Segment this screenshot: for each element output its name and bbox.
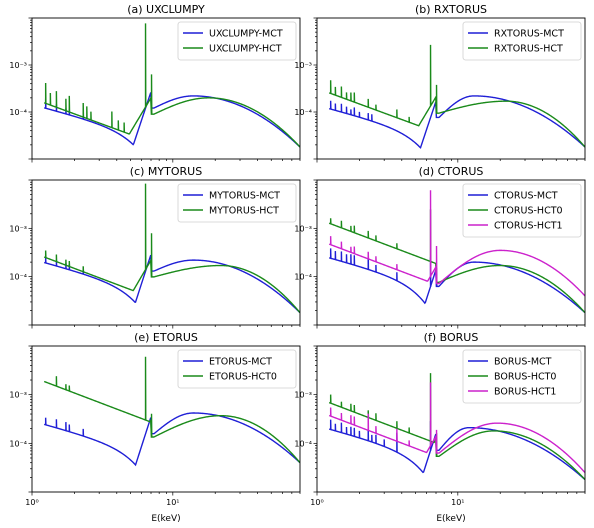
y-tick-label: 10⁻³ <box>294 224 312 233</box>
panel-title: (c) MYTORUS <box>130 165 202 178</box>
panel-2: (b) RXTORUS 10⁻³ 10⁻⁴ RXTORUS-MCT RXTORUS-HC… <box>294 3 586 163</box>
y-tick-label: 10⁻⁴ <box>9 439 27 448</box>
axes-frame <box>316 17 586 160</box>
axes-frame <box>316 179 586 326</box>
series-line-mytorus-mct <box>43 254 300 314</box>
legend: CTORUS-MCT CTORUS-HCT0 CTORUS-HCT1 <box>462 183 582 238</box>
panel-3: (c) MYTORUS 10⁻³ 10⁻⁴ MYTORUS-MCT MYTORUS-HC… <box>9 165 301 329</box>
legend-label: MYTORUS-HCT <box>209 206 279 217</box>
legend-label: RXTORUS-MCT <box>494 29 564 40</box>
panel-title: (a) UXCLUMPY <box>127 3 205 16</box>
series-line-rxtorus-hct <box>328 44 585 148</box>
legend-box <box>177 183 297 223</box>
legend-box <box>462 21 582 61</box>
axes-frame <box>31 17 301 160</box>
legend-box <box>177 349 297 389</box>
legend: ETORUS-MCT ETORUS-HCT0 <box>177 349 297 389</box>
y-tick-label: 10⁻⁴ <box>9 108 27 117</box>
legend-label: RXTORUS-HCT <box>494 44 563 55</box>
legend-box <box>177 21 297 61</box>
series-line-borus-hct1 <box>328 382 585 474</box>
y-tick-label: 10⁻³ <box>9 224 27 233</box>
legend-label: BORUS-MCT <box>494 357 552 368</box>
series-line-rxtorus-mct <box>328 95 585 149</box>
legend-label: CTORUS-MCT <box>494 191 558 202</box>
legend: BORUS-MCT BORUS-HCT0 BORUS-HCT1 <box>462 349 582 404</box>
series-line-etorus-mct <box>43 412 300 467</box>
y-tick-label: 10⁻³ <box>294 61 312 70</box>
panel-4: (d) CTORUS10⁻³10⁻⁴CTORUS-MCTCTORUS-HCT0C… <box>294 165 586 329</box>
y-tick-label: 10⁻⁴ <box>294 273 312 282</box>
legend-label: UXCLUMPY-MCT <box>209 29 283 40</box>
panel-title: (d) CTORUS <box>419 165 484 178</box>
y-tick-label: 10⁻⁴ <box>9 273 27 282</box>
y-tick-label: 10⁻⁴ <box>294 439 312 448</box>
panel-5: (e) ETORUS 10⁻³ 10⁻⁴ 10⁰ 10¹ E(keV) ETORUS-MCT… <box>9 331 301 524</box>
series-line-ctorus-hct0 <box>328 209 585 314</box>
series-line-etorus-hct0 <box>43 356 300 464</box>
axes-frame <box>316 345 586 493</box>
series-line-uxclumpy-mct <box>43 92 300 148</box>
legend: MYTORUS-MCT MYTORUS-HCT <box>177 183 297 223</box>
x-tick-label: 10⁰ <box>25 498 38 507</box>
y-tick-label: 10⁻³ <box>9 61 27 70</box>
x-axis-label: E(keV) <box>151 514 180 524</box>
axes-frame <box>31 179 301 326</box>
legend-label: CTORUS-HCT0 <box>494 206 563 217</box>
legend-box <box>462 183 582 238</box>
y-tick-label: 10⁻⁴ <box>294 108 312 117</box>
legend-label: BORUS-HCT0 <box>494 372 556 383</box>
panel-1: (a) UXCLUMPY10⁻³10⁻⁴UXCLUMPY-MCTUXCLUMPY… <box>9 3 301 163</box>
x-axis-label: E(keV) <box>436 514 465 524</box>
series-line-ctorus-hct1 <box>328 190 585 297</box>
series-line-ctorus-mct <box>328 248 585 314</box>
panel-title: (e) ETORUS <box>134 331 198 344</box>
x-tick-label: 10⁰ <box>310 498 323 507</box>
series-line-borus-mct <box>328 419 585 481</box>
y-tick-label: 10⁻³ <box>9 391 27 400</box>
legend: RXTORUS-MCT RXTORUS-HCT <box>462 21 582 61</box>
legend: UXCLUMPY-MCT UXCLUMPY-HCT <box>177 21 297 61</box>
legend-label: ETORUS-HCT0 <box>209 372 277 383</box>
series-line-mytorus-hct <box>43 183 300 314</box>
legend-label: UXCLUMPY-HCT <box>209 44 282 55</box>
series-line-uxclumpy-hct <box>43 23 300 148</box>
x-tick-label: 10¹ <box>166 498 179 507</box>
legend-label: BORUS-HCT1 <box>494 387 556 398</box>
axes-frame <box>31 345 301 493</box>
panel-title: (f) BORUS <box>424 331 479 344</box>
y-tick-label: 10⁻³ <box>294 391 312 400</box>
x-tick-label: 10¹ <box>451 498 464 507</box>
legend-label: ETORUS-MCT <box>209 357 272 368</box>
panel-title: (b) RXTORUS <box>415 3 487 16</box>
legend-box <box>462 349 582 404</box>
legend-label: CTORUS-HCT1 <box>494 221 563 232</box>
legend-label: MYTORUS-MCT <box>209 191 280 202</box>
